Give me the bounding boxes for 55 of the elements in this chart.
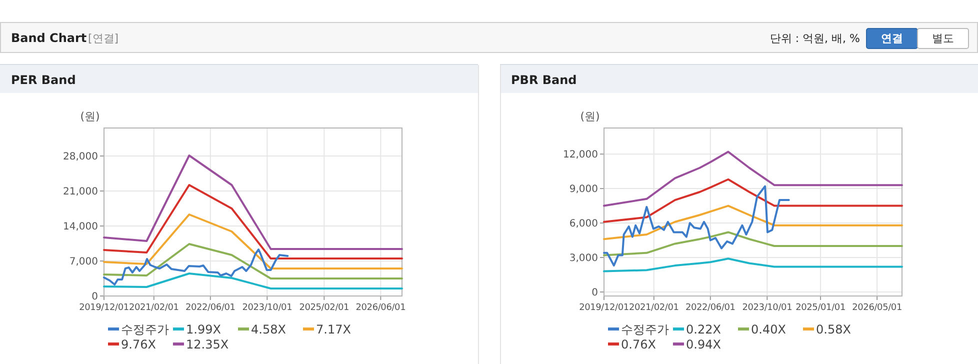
legend-label: 9.76X bbox=[121, 338, 156, 352]
y-tick-label: 14,000 bbox=[63, 222, 98, 232]
chart-title: PER Band bbox=[11, 73, 76, 87]
y-tick-label: 6,000 bbox=[569, 218, 598, 230]
line-series bbox=[103, 214, 403, 270]
legend-label: 0.94X bbox=[686, 338, 721, 352]
legend-label: 0.22X bbox=[686, 322, 721, 336]
x-tick-label: 2023/10/01 bbox=[742, 303, 792, 313]
x-tick-label: 2022/06/01 bbox=[185, 303, 236, 313]
x-tick-label: 2019/12/01 bbox=[79, 303, 129, 313]
line-series bbox=[603, 185, 790, 267]
x-tick-label: 2021/02/01 bbox=[628, 303, 679, 313]
y-axis-title: (원) bbox=[80, 110, 100, 123]
y-tick-label: 0 bbox=[592, 287, 598, 298]
text: 연결 bbox=[881, 32, 903, 45]
text: [연결] bbox=[88, 32, 119, 45]
y-tick-label: 3,000 bbox=[569, 253, 598, 264]
legend-label: 4.58X bbox=[251, 322, 286, 336]
line-series bbox=[603, 150, 903, 207]
text: 별도 bbox=[932, 32, 954, 45]
legend-label: 7.17X bbox=[316, 322, 351, 336]
line-series bbox=[103, 248, 289, 286]
y-tick-label: 12,000 bbox=[563, 150, 598, 161]
x-tick-label: 2021/02/01 bbox=[128, 303, 179, 313]
x-tick-label: 2026/06/01 bbox=[356, 303, 406, 313]
line-series bbox=[603, 258, 903, 272]
line-series bbox=[103, 272, 403, 290]
x-tick-label: 2022/06/01 bbox=[685, 303, 736, 313]
x-tick-label: 2025/02/01 bbox=[299, 303, 350, 313]
legend-label: 1.99X bbox=[186, 322, 221, 336]
y-tick-label: 0 bbox=[92, 292, 98, 302]
x-tick-label: 2026/05/01 bbox=[852, 303, 902, 313]
chart-title: PBR Band bbox=[511, 73, 577, 87]
text: 단위 : 억원, 배, % bbox=[770, 32, 860, 45]
y-tick-label: 21,000 bbox=[63, 186, 98, 198]
legend-label: 수정주가 bbox=[621, 322, 669, 336]
legend-label: 0.76X bbox=[621, 338, 656, 352]
text: Band Chart bbox=[11, 31, 87, 45]
legend-label: 수정주가 bbox=[121, 322, 169, 336]
y-axis-title: (원) bbox=[580, 110, 600, 123]
line-series bbox=[603, 204, 903, 240]
x-tick-label: 2019/12/01 bbox=[579, 303, 629, 313]
line-series bbox=[103, 184, 403, 260]
y-tick-label: 28,000 bbox=[63, 152, 98, 162]
line-series bbox=[103, 243, 403, 280]
legend-label: 0.40X bbox=[751, 322, 786, 336]
legend-label: 12.35X bbox=[186, 338, 229, 352]
y-tick-label: 7,000 bbox=[69, 256, 98, 268]
y-tick-label: 9,000 bbox=[569, 184, 598, 196]
line-series bbox=[603, 231, 903, 256]
line-series bbox=[103, 154, 403, 250]
x-tick-label: 2025/01/01 bbox=[796, 303, 846, 313]
line-series bbox=[603, 178, 903, 223]
x-tick-label: 2023/10/01 bbox=[242, 303, 292, 313]
legend-label: 0.58X bbox=[816, 322, 851, 336]
